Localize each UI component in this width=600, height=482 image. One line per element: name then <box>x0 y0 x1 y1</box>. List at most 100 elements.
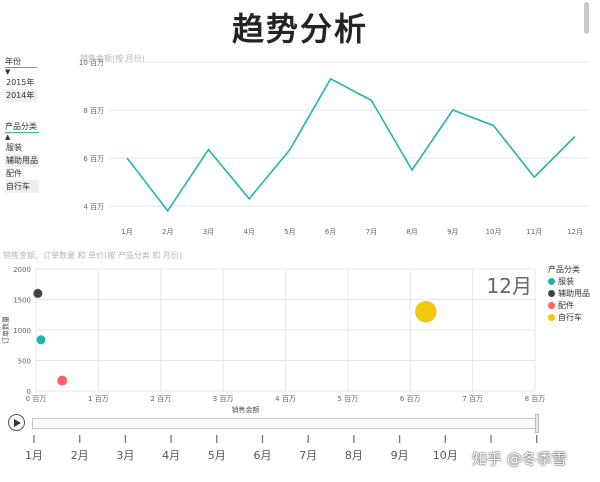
line-data-point[interactable] <box>328 76 333 81</box>
line-x-tick-label: 9月 <box>447 228 458 236</box>
legend-item[interactable]: 辅助用品 <box>548 287 590 299</box>
bubble-x-tick-label: 7 百万 <box>462 395 483 403</box>
bubble-y-tick-label: 500 <box>18 358 31 366</box>
play-axis-month-label[interactable]: 8月 <box>345 449 363 462</box>
line-y-tick-label: 6 百万 <box>83 155 104 163</box>
play-axis-month-label[interactable]: 6月 <box>254 449 272 462</box>
legend-item[interactable]: 自行车 <box>548 311 590 323</box>
bubble-point[interactable] <box>415 300 437 323</box>
line-y-tick-label: 4 百万 <box>83 203 104 211</box>
legend-label: 服装 <box>558 276 574 286</box>
line-x-tick-label: 3月 <box>203 228 214 236</box>
bubble-chart: 0 500 1000 1500 2000 0 百万 1 百万 2 百万 3 百万 4 百万 5 百万… <box>1 266 545 414</box>
page-title: 趋势分析 <box>231 10 368 48</box>
legend-marker <box>548 313 555 321</box>
watermark: 知乎 @冬季雪 <box>472 450 567 468</box>
line-data-point[interactable] <box>125 156 130 161</box>
line-x-tick-label: 12月 <box>567 228 583 236</box>
legend-marker <box>548 289 555 297</box>
legend-label: 自行车 <box>558 312 582 322</box>
line-data-point[interactable] <box>410 168 415 173</box>
line-data-point[interactable] <box>532 175 537 180</box>
line-x-tick-label: 10月 <box>486 228 502 236</box>
year-option-2014[interactable]: 2014年 <box>5 89 37 102</box>
category-slicer-title: 产品分类 <box>5 122 37 131</box>
play-axis-month-label[interactable]: 1月 <box>25 449 43 462</box>
line-data-point[interactable] <box>491 123 496 128</box>
year-slicer-collapse-caret[interactable]: ▼ <box>5 68 11 76</box>
bubble-y-tick-label: 1000 <box>13 327 31 335</box>
bubble-point[interactable] <box>57 375 68 386</box>
bubble-y-tick-label: 2000 <box>13 266 31 274</box>
line-data-point[interactable] <box>206 147 211 152</box>
line-x-tick-label: 11月 <box>526 228 542 236</box>
category-option-components[interactable]: 配件 <box>6 169 22 178</box>
legend-label: 辅助用品 <box>558 288 590 298</box>
line-x-tick-label: 2月 <box>162 228 173 236</box>
play-axis-month-label[interactable]: 5月 <box>208 449 226 462</box>
bubble-x-tick-label: 6 百万 <box>400 395 421 403</box>
category-slicer-underline <box>5 132 39 133</box>
page-scrollbar[interactable] <box>584 2 589 34</box>
line-data-point[interactable] <box>247 196 252 201</box>
play-button[interactable] <box>8 414 25 431</box>
play-axis-month-label[interactable]: 3月 <box>116 449 134 462</box>
category-option-bikes[interactable]: 自行车 <box>5 180 39 193</box>
bubble-x-axis-label: 销售金额 <box>232 405 260 414</box>
bubble-legend: 产品分类 服装辅助用品配件自行车 <box>548 264 590 323</box>
legend-marker <box>548 277 555 285</box>
category-option-clothing[interactable]: 服装 <box>6 143 22 152</box>
category-option-accessories[interactable]: 辅助用品 <box>5 154 39 167</box>
play-axis-thumb[interactable] <box>535 414 539 433</box>
legend-label: 配件 <box>558 300 574 310</box>
line-chart-title: 销售金额(按 月份) <box>80 54 145 63</box>
bubble-y-tick-label: 0 <box>27 388 31 396</box>
bubble-point[interactable] <box>33 288 43 298</box>
bubble-legend-title: 产品分类 <box>548 265 580 274</box>
line-chart: 4 百万 6 百万 8 百万 10 百万 1月 2月 3月 4月 5月 6月 7月 8月 9月 10月 11… <box>79 59 590 236</box>
line-data-point[interactable] <box>450 108 455 113</box>
year-slicer-title: 年份 <box>5 57 21 66</box>
bubble-y-tick-label: 1500 <box>13 297 31 305</box>
play-axis-month-label[interactable]: 7月 <box>299 449 317 462</box>
bubble-x-tick-label: 5 百万 <box>338 395 359 403</box>
play-axis-scale: 1月 2月 3月 4月 5月 6月 7月 8月 9月 10月 <box>25 435 538 462</box>
bubble-x-tick-label: 1 百万 <box>88 395 109 403</box>
bubble-frame-label: 12月 <box>487 274 532 298</box>
line-y-tick-label: 8 百万 <box>83 107 104 115</box>
year-slicer: 年份 ▼ 2015年 2014年 <box>5 56 37 102</box>
bubble-x-tick-label: 4 百万 <box>275 395 296 403</box>
category-slicer-collapse-caret[interactable]: ▲ <box>5 133 11 141</box>
bubble-y-axis-label: 订单数量 <box>1 316 10 344</box>
legend-marker <box>548 301 555 309</box>
bubble-x-tick-label: 3 百万 <box>213 395 234 403</box>
play-axis-month-label[interactable]: 2月 <box>71 449 89 462</box>
category-slicer: 产品分类 ▲ 服装 辅助用品 配件 自行车 <box>5 121 39 193</box>
line-y-tick-label: 10 百万 <box>79 59 104 67</box>
legend-item[interactable]: 服装 <box>548 275 590 287</box>
bubble-chart-title: 销售金额、订单数量 和 单价(按 产品分类 和 月份) <box>3 251 182 260</box>
play-axis-month-label[interactable]: 4月 <box>162 449 180 462</box>
line-x-tick-label: 5月 <box>284 228 295 236</box>
bubble-x-tick-label: 8 百万 <box>525 395 545 403</box>
bubble-x-tick-label: 0 百万 <box>26 395 47 403</box>
legend-item[interactable]: 配件 <box>548 299 590 311</box>
line-x-tick-label: 6月 <box>325 228 336 236</box>
line-data-point[interactable] <box>165 208 170 213</box>
line-x-tick-label: 7月 <box>366 228 377 236</box>
bubble-point[interactable] <box>36 335 46 345</box>
line-x-tick-label: 8月 <box>406 228 417 236</box>
play-axis-month-label[interactable]: 9月 <box>391 449 409 462</box>
bubble-x-tick-label: 2 百万 <box>150 395 171 403</box>
line-series[interactable] <box>126 77 576 213</box>
line-data-point[interactable] <box>573 134 578 139</box>
line-x-tick-label: 1月 <box>121 228 132 236</box>
line-data-point[interactable] <box>369 98 374 103</box>
play-axis-month-label[interactable]: 10月 <box>433 449 458 462</box>
line-data-point[interactable] <box>287 147 292 152</box>
play-icon <box>14 418 21 427</box>
play-axis-track[interactable] <box>32 418 537 429</box>
year-option-2015[interactable]: 2015年 <box>6 78 35 87</box>
line-x-tick-label: 4月 <box>243 228 254 236</box>
year-slicer-underline <box>5 67 37 68</box>
